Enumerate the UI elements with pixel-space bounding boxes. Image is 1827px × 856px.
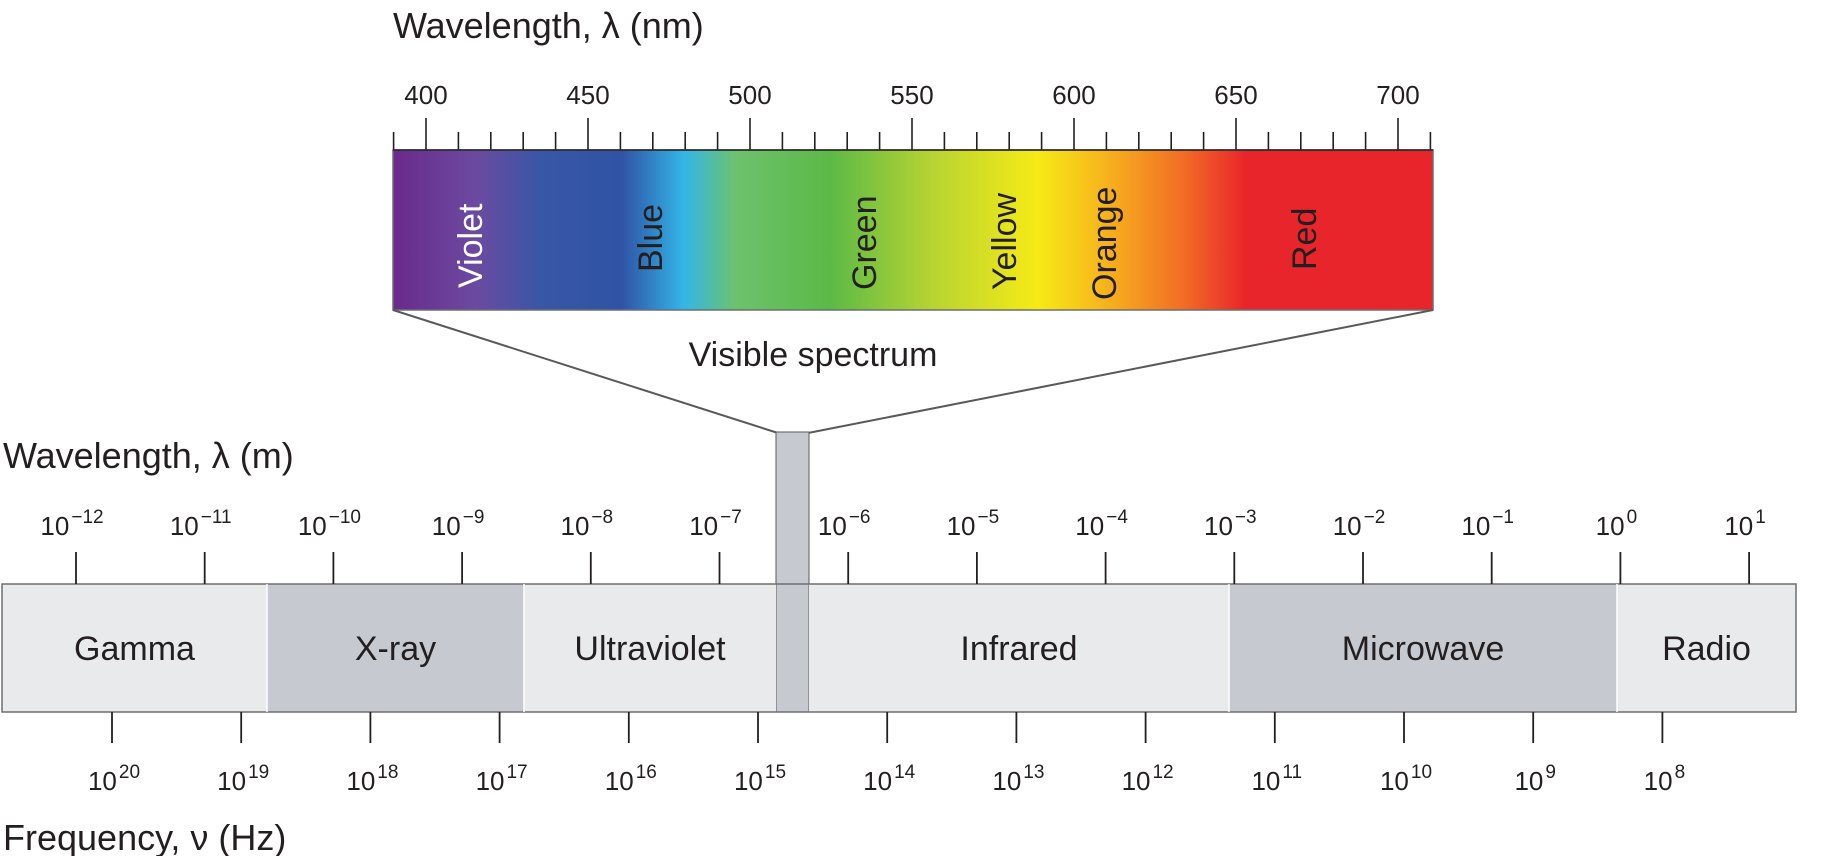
- funnel-line-right: [807, 309, 1434, 434]
- visible-axis-ticks: [392, 118, 1432, 150]
- band-label-gamma: Gamma: [74, 630, 195, 668]
- frequency-tick-label: 10 12: [1122, 762, 1174, 796]
- visible-spectrum-label: Visible spectrum: [689, 336, 938, 374]
- visible-tick-label: 650: [1214, 80, 1257, 110]
- frequency-tick-label: 10 18: [346, 762, 398, 796]
- visible-tick-label: 500: [728, 80, 771, 110]
- wavelength-tick-label: 10 −5: [947, 507, 1000, 541]
- wavelength-tick-label: 10 1: [1724, 507, 1766, 541]
- frequency-tick-label: 10 17: [476, 762, 528, 796]
- frequency-axis-ticks: [111, 712, 1664, 743]
- band-infrared-region: [809, 584, 1229, 712]
- visible-slice-column: [775, 431, 810, 713]
- band-microwave-region: [1229, 584, 1617, 712]
- frequency-tick-label: 10 20: [88, 762, 140, 796]
- visible-tick-label: 450: [566, 80, 609, 110]
- frequency-tick-label: 10 16: [605, 762, 657, 796]
- spectrum-bands: Gamma X-ray Ultraviolet Infrared Microwave Ra…: [1, 583, 1797, 713]
- frequency-tick-label: 10 14: [863, 762, 915, 796]
- wavelength-tick-label: 10 −4: [1075, 507, 1128, 541]
- frequency-tick-label: 10 13: [992, 762, 1044, 796]
- wavelength-tick-label: 10 0: [1596, 507, 1638, 541]
- frequency-axis-title: Frequency, ν (Hz): [3, 817, 286, 856]
- wavelength-tick-label: 10 −8: [561, 507, 614, 541]
- visible-axis-tick-labels: 400 450 500 550 600 650 700: [404, 80, 1419, 110]
- band-ultraviolet-region: [524, 584, 776, 712]
- color-label-violet: Violet: [452, 203, 490, 288]
- wavelength-axis-title: Wavelength, λ (m): [3, 435, 294, 476]
- band-gamma-region: [2, 584, 267, 712]
- visible-spectrum-bar: [392, 149, 1434, 311]
- visible-tick-label: 550: [890, 80, 933, 110]
- color-label-green: Green: [846, 196, 884, 291]
- band-label-radio: Radio: [1662, 630, 1751, 668]
- band-label-xray: X-ray: [355, 630, 436, 668]
- color-label-yellow: Yellow: [986, 193, 1024, 290]
- frequency-tick-label: 10 9: [1514, 762, 1556, 796]
- frequency-tick-label: 10 11: [1251, 762, 1302, 796]
- wavelength-tick-label: 10 −9: [432, 507, 485, 541]
- visible-tick-label: 600: [1052, 80, 1095, 110]
- visible-tick-label: 400: [404, 80, 447, 110]
- wavelength-tick-label: 10 −7: [689, 507, 742, 541]
- color-label-blue: Blue: [632, 204, 670, 272]
- visible-tick-label: 700: [1376, 80, 1419, 110]
- frequency-tick-label: 10 8: [1644, 762, 1686, 796]
- band-label-microwave: Microwave: [1342, 630, 1504, 668]
- band-label-ultraviolet: Ultraviolet: [574, 630, 726, 668]
- wavelength-tick-label: 10 −12: [40, 507, 103, 541]
- visible-axis-title: Wavelength, λ (nm): [393, 5, 704, 46]
- band-strip-outline: [1, 583, 1797, 713]
- frequency-tick-label: 10 15: [734, 762, 786, 796]
- wavelength-tick-label: 10 −1: [1461, 507, 1514, 541]
- wavelength-axis-ticks: [75, 552, 1750, 584]
- wavelength-tick-label: 10 −11: [170, 507, 232, 541]
- wavelength-tick-label: 10 −3: [1204, 507, 1257, 541]
- wavelength-axis-tick-labels: 10 −12 10 −11 10 −10 10 −9 10 −8 10 −7 10 −6 10 −5 10 −4 1…: [40, 507, 1765, 541]
- frequency-tick-label: 10 19: [217, 762, 269, 796]
- wavelength-tick-label: 10 −2: [1333, 507, 1386, 541]
- funnel-line-left: [392, 309, 779, 434]
- wavelength-tick-label: 10 −10: [298, 507, 361, 541]
- wavelength-tick-label: 10 −6: [818, 507, 871, 541]
- band-label-infrared: Infrared: [960, 630, 1077, 668]
- frequency-tick-label: 10 10: [1380, 762, 1432, 796]
- color-label-orange: Orange: [1086, 187, 1124, 300]
- band-xray-region: [267, 584, 524, 712]
- color-label-red: Red: [1286, 208, 1324, 270]
- frequency-axis-tick-labels: 10 20 10 19 10 18 10 17 10 16 10 15 10 14 10 13 10 12 10 11…: [88, 762, 1685, 796]
- band-radio-region: [1617, 584, 1796, 712]
